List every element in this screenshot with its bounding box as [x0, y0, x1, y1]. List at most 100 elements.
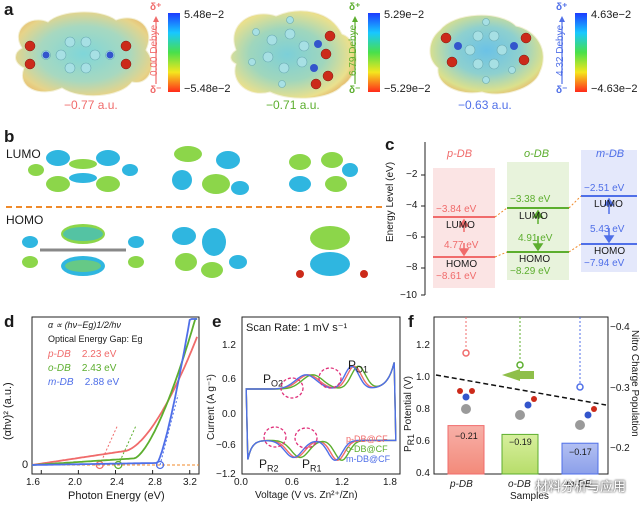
lumo-label: LUMO — [6, 147, 41, 161]
d-equation: α ∝ (hν−Eg)1/2/hν — [48, 320, 121, 330]
pr1-circle — [294, 427, 318, 449]
lumo-orbital-m-db — [289, 152, 358, 192]
panel-e-letter: e — [212, 312, 222, 331]
colorbar-3 — [575, 13, 587, 92]
d-legend-o-db: o-DB 2.43 eV — [48, 363, 117, 374]
homo-orbital-p-db — [22, 224, 144, 276]
f-ytick-l-3: 0.8 — [416, 404, 430, 415]
c-ytick-3: −6 — [406, 231, 418, 242]
f-ytick-r-3: −0.2 — [610, 443, 630, 454]
e-ytick-3: 0.0 — [222, 409, 236, 420]
tauc-gap-marker-m-db — [155, 460, 165, 470]
m-db-lumo-label: LUMO — [594, 199, 623, 210]
e-po1-label: PO1 — [348, 358, 369, 375]
e-ylabel: Current (A g⁻¹) — [206, 374, 217, 440]
o-db-lumo-value: −3.38 eV — [510, 194, 551, 205]
e-legend-p-db: p-DB@CF — [346, 434, 388, 444]
p-db-lumo-value: −3.84 eV — [436, 204, 477, 215]
colorbar-1 — [168, 13, 180, 92]
f-ylabel-left: PR1 Potential (V) — [403, 376, 416, 452]
f-bars — [447, 425, 599, 475]
f-xtick-p-db: p-DB — [450, 479, 473, 490]
d-ylabel: (αhν)² (a.u.) — [2, 382, 14, 440]
m-db-gap-arrows — [603, 197, 615, 244]
tauc-gap-marker-o-db — [114, 460, 123, 470]
m-db-homo-value: −7.94 eV — [584, 258, 625, 269]
e-legend-o-db: o-DB@CF — [346, 444, 388, 454]
po1-circle — [318, 367, 342, 389]
pr2-circle — [263, 426, 287, 448]
p-db-gap-arrows — [458, 218, 470, 257]
e-scan-rate: Scan Rate: 1 mV s⁻¹ — [246, 322, 348, 334]
e-xtick-3: 1.2 — [335, 477, 349, 488]
p-db-homo-value: −8.61 eV — [436, 271, 477, 282]
panel-c-chart — [421, 142, 637, 296]
m-db-gap: 5.43 eV — [590, 224, 625, 235]
c-ytick-4: −8 — [406, 262, 418, 273]
homo-label: HOMO — [6, 213, 44, 227]
panel-d-chart — [31, 316, 200, 475]
f-molecules — [457, 388, 597, 430]
panel-e-chart — [241, 316, 401, 475]
colorbar-2-min: −5.29e−2 — [384, 83, 431, 95]
p-db-lumo-label: LUMO — [446, 220, 475, 231]
po2-circle — [280, 377, 304, 399]
e-pr2-label: PR2 — [259, 457, 279, 474]
f-bar-2-value: −0.19 — [509, 437, 532, 447]
colorbar-1-min: −5.48e−2 — [184, 83, 231, 95]
delta-minus-2: δ⁻ — [349, 85, 361, 96]
p-db-homo-label: HOMO — [446, 259, 478, 270]
e-xtick-4: 1.8 — [383, 477, 397, 488]
homo-orbital-o-db — [172, 227, 247, 278]
homo-orbital-m-db — [296, 226, 368, 278]
e-ytick-1: 1.2 — [222, 340, 236, 351]
f-xlabel: Samples — [510, 491, 549, 502]
panel-b-letter: b — [4, 127, 15, 146]
esp-map-p-db — [15, 11, 153, 97]
d-legend-p-db: p-DB 2.23 eV — [48, 349, 117, 360]
lumo-orbital-o-db — [172, 146, 249, 195]
e-pr1-label: PR1 — [302, 457, 322, 474]
f-bar-o-db — [501, 433, 539, 475]
c-ytick-2: −4 — [406, 200, 418, 211]
f-markers — [462, 317, 584, 391]
panel-d-letter: d — [4, 312, 15, 331]
f-ytick-r-1: −0.4 — [610, 322, 630, 333]
panel-f-chart — [433, 316, 609, 475]
f-ylabel-right: Nitro Charge Population — [629, 330, 640, 437]
f-ytick-l-4: 0.6 — [416, 436, 430, 447]
o-db-homo-label: HOMO — [519, 254, 551, 265]
charge-1: −0.77 a.u. — [64, 98, 118, 112]
d-xlabel: Photon Energy (eV) — [68, 490, 165, 502]
e-ytick-5: −1.2 — [216, 469, 236, 480]
f-xtick-o-db: o-DB — [508, 479, 531, 490]
charge-2: −0.71 a.u. — [266, 98, 320, 112]
lumo-orbital-p-db — [28, 150, 138, 192]
f-bar-p-db — [447, 425, 485, 475]
d-legend-m-db: m-DB 2.88 eV — [48, 377, 120, 388]
c-ytick-5: −10 — [400, 290, 417, 301]
tauc-curve-o-db — [31, 318, 198, 466]
m-db-lumo-value: −2.51 eV — [584, 183, 625, 194]
colorbar-2 — [368, 13, 380, 92]
panel-a-graphics — [15, 10, 587, 99]
d-xtick-3: 2.4 — [110, 477, 124, 488]
f-bar-1-value: −0.21 — [455, 431, 478, 441]
f-bar-m-db — [561, 442, 599, 475]
d-xticks — [40, 470, 191, 474]
e-cv-curves — [245, 362, 397, 462]
c-col-m-db: m-DB — [596, 148, 625, 160]
c-ytick-1: −2 — [406, 169, 418, 180]
o-db-gap-arrows — [532, 209, 544, 252]
f-trend-line — [435, 374, 607, 406]
o-db-gap: 4.91 eV — [518, 233, 553, 244]
f-ytick-l-2: 1.0 — [416, 372, 430, 383]
e-ytick-2: 0.6 — [222, 374, 236, 385]
e-xtick-1: 0.0 — [234, 477, 248, 488]
d-xtick-1: 1.6 — [26, 477, 40, 488]
d-xtick-2: 2.0 — [68, 477, 82, 488]
f-ytick-l-5: 0.4 — [416, 468, 430, 479]
panel-c-letter: c — [385, 135, 395, 154]
delta-minus-3: δ⁻ — [556, 85, 568, 96]
delta-plus-2: δ⁺ — [349, 2, 361, 13]
